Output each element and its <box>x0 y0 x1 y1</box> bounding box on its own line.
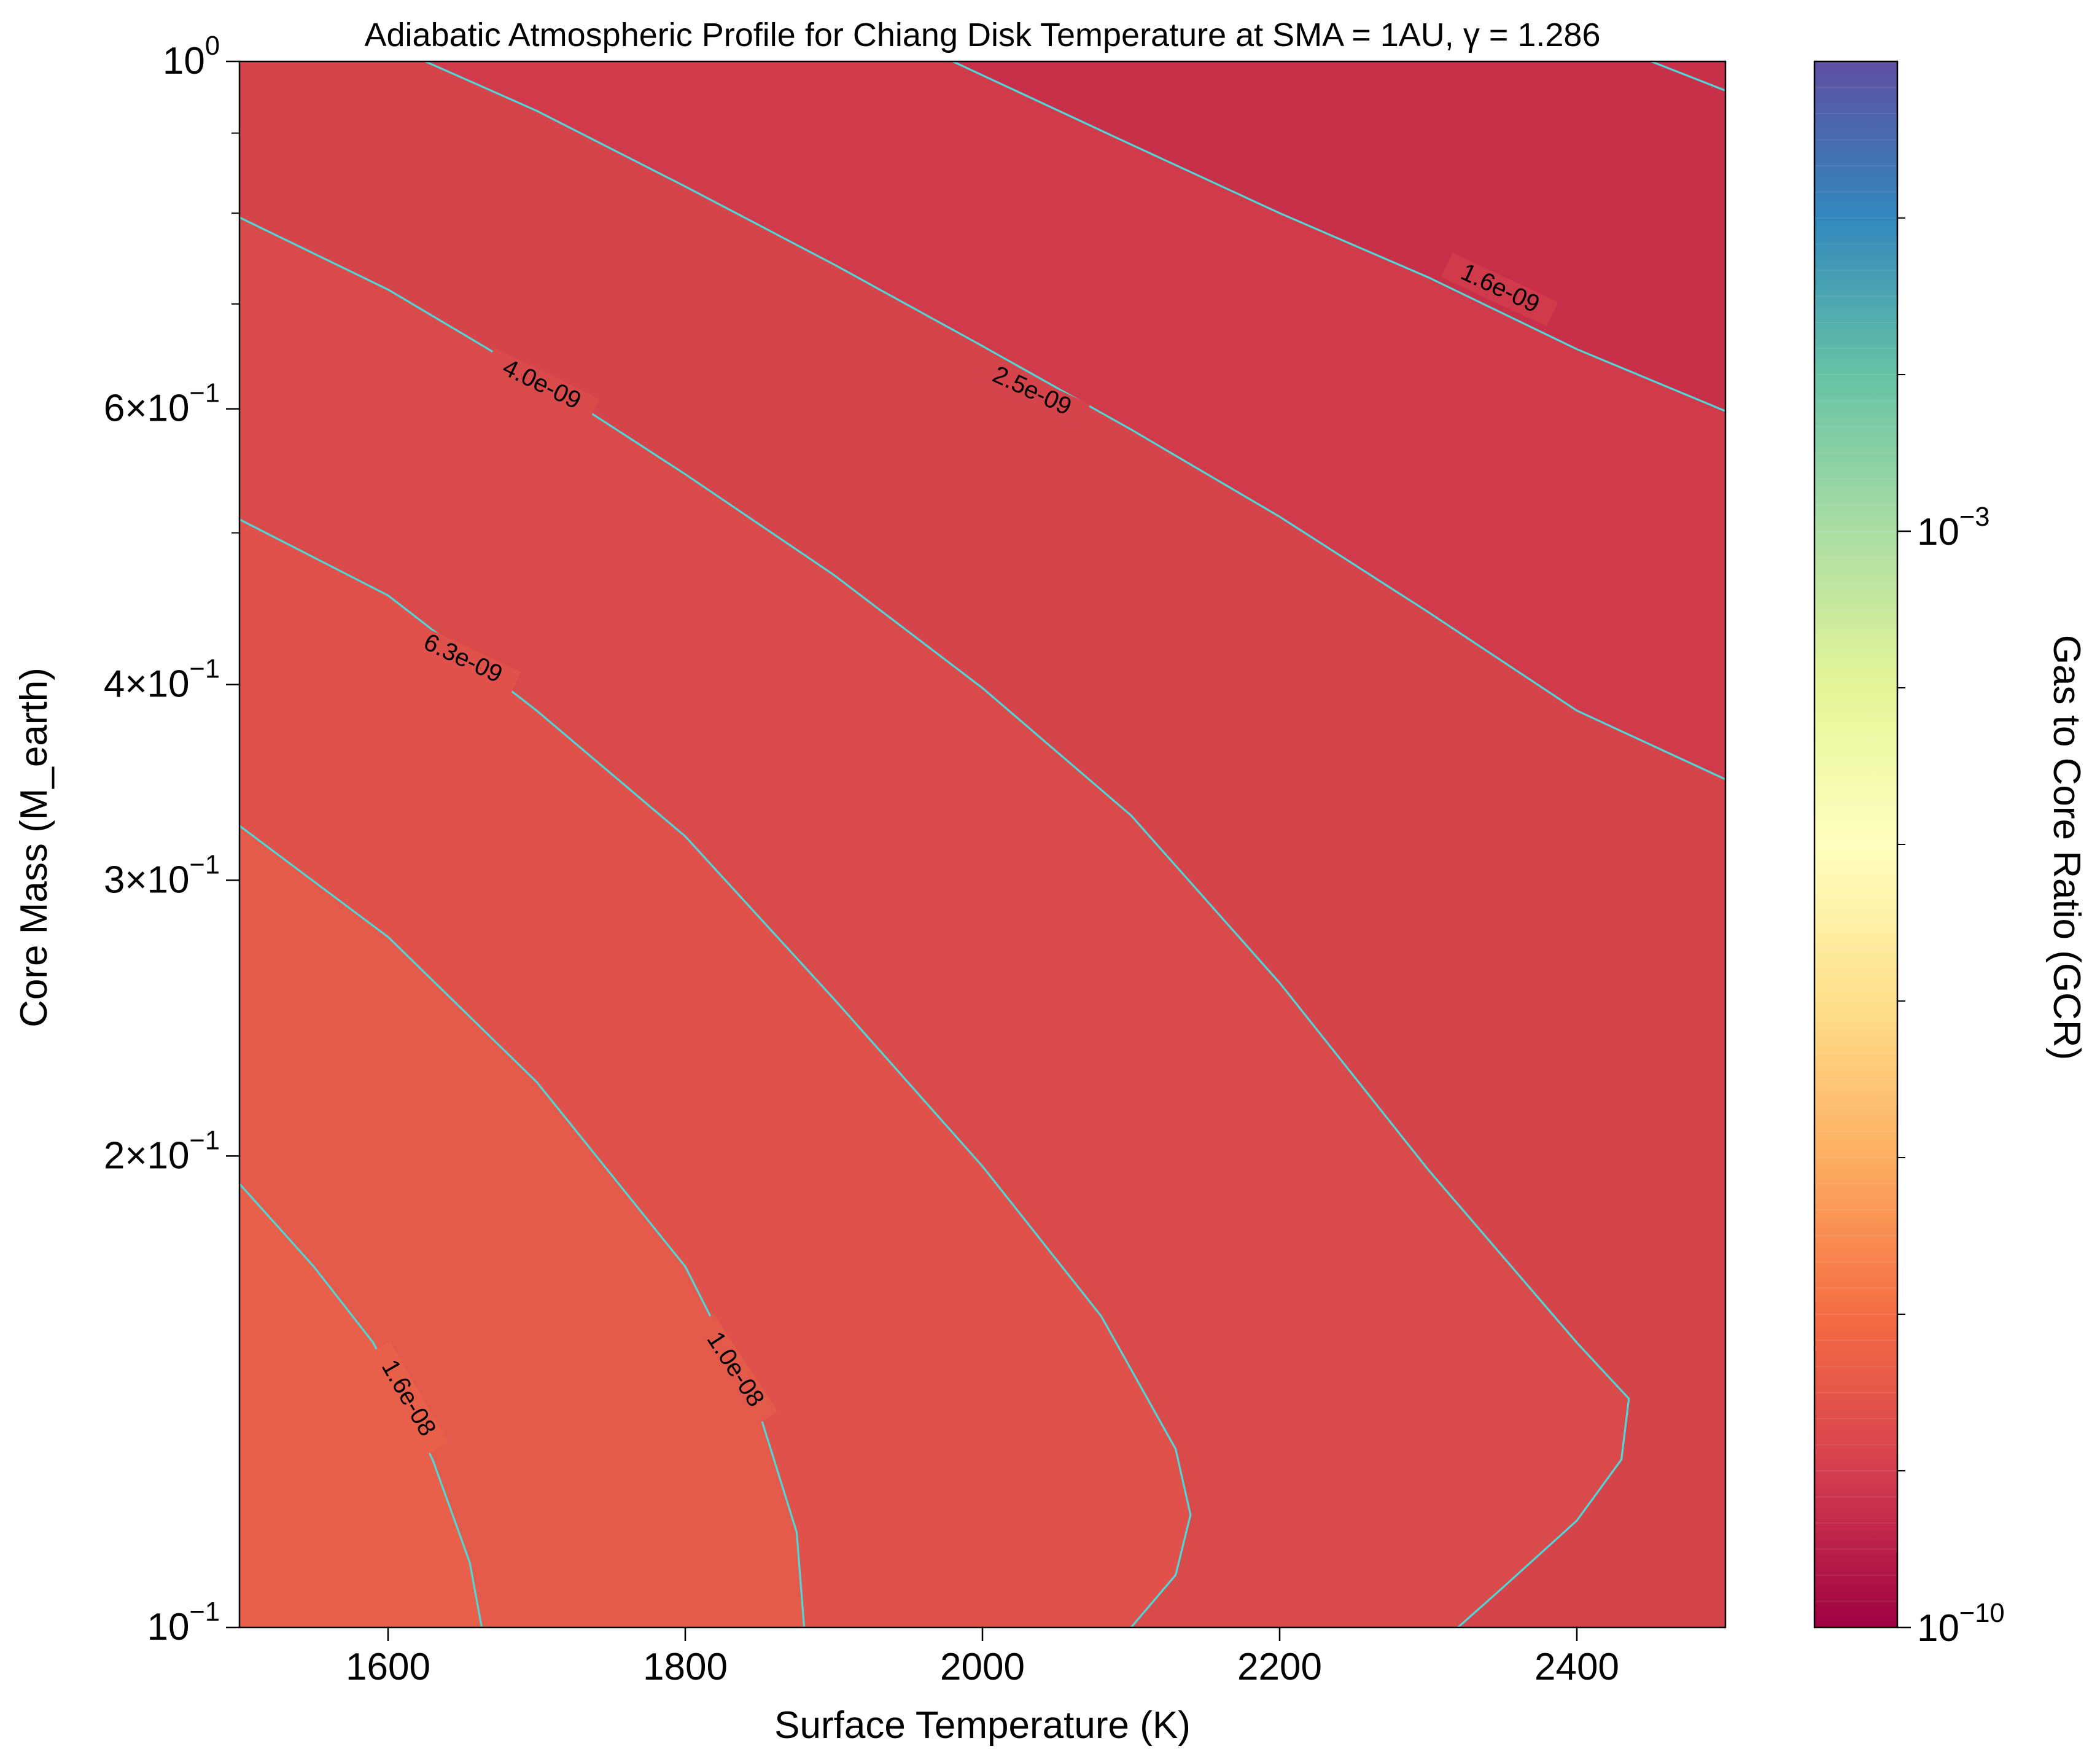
x-tick-label: 1800 <box>643 1646 728 1688</box>
chart-title: Adiabatic Atmospheric Profile for Chiang… <box>364 17 1600 53</box>
y-axis-label: Core Mass (M_earth) <box>13 668 55 1027</box>
x-tick-label: 2200 <box>1237 1646 1322 1688</box>
contour-line <box>1651 61 1725 92</box>
x-tick-label: 1600 <box>346 1646 430 1688</box>
contour-label-gap <box>403 622 521 697</box>
contour-label-gap <box>1441 252 1558 327</box>
colorbar: 10−10 10−3 Gas to Core Ratio (GCR) <box>1813 60 2088 1650</box>
x-axis-label: Surface Temperature (K) <box>774 1704 1191 1747</box>
contour-label-gap <box>483 348 600 424</box>
colorbar-tick-label: 10−3 <box>1917 502 1989 553</box>
colorbar-ticks: 10−10 10−3 <box>1897 217 2005 1650</box>
y-tick-label: 100 <box>163 31 220 82</box>
colorbar-tick-label: 10−10 <box>1917 1599 2005 1650</box>
contour-fill-region <box>952 61 1725 411</box>
y-axis: 10−1 2×10−1 3×10−1 4×10−1 6×10−1 100 <box>104 31 239 1648</box>
y-tick-label: 3×10−1 <box>104 851 220 902</box>
contour-fill-regions <box>239 61 1725 1627</box>
contour-line <box>424 61 1725 781</box>
colorbar-bands <box>1814 87 1897 1602</box>
y-tick-label: 2×10−1 <box>104 1126 220 1177</box>
y-tick-label: 6×10−1 <box>104 379 220 430</box>
x-tick-label: 2400 <box>1534 1646 1619 1688</box>
x-tick-label: 2000 <box>940 1646 1025 1688</box>
y-tick-label: 10−1 <box>147 1597 220 1648</box>
contour-label-gap <box>366 1341 449 1456</box>
colorbar-gradient <box>1814 61 1897 1627</box>
colorbar-label: Gas to Core Ratio (GCR) <box>2045 635 2088 1061</box>
contour-line <box>239 825 806 1627</box>
contour-label-gap <box>973 355 1091 429</box>
x-axis: 1600 1800 2000 2200 2400 <box>346 1627 1619 1688</box>
contour-line <box>952 61 1725 412</box>
contour-label-gap <box>691 1314 778 1427</box>
y-tick-label: 4×10−1 <box>104 655 220 706</box>
